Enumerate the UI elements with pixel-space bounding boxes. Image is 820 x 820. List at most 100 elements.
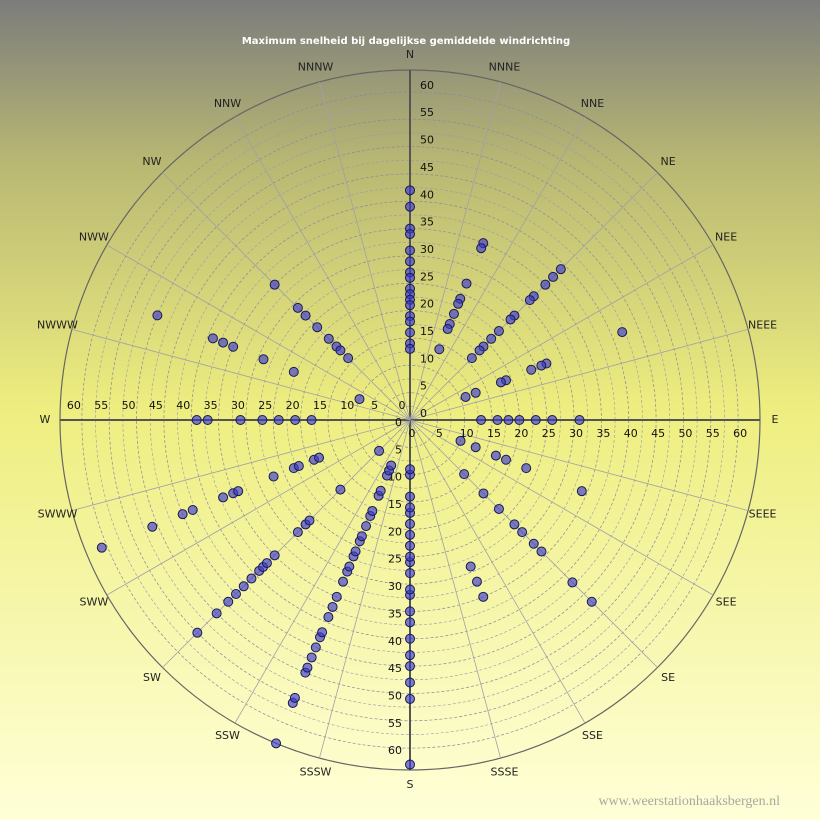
data-point [405, 584, 415, 595]
data-point [405, 229, 415, 240]
data-point [478, 488, 489, 499]
data-point [405, 491, 415, 502]
direction-label: SSSW [300, 766, 332, 779]
data-point [261, 558, 272, 569]
data-point [152, 310, 163, 321]
r-tick-label: 0 [395, 416, 402, 429]
r-tick-label: 60 [733, 427, 747, 440]
data-point [335, 345, 346, 356]
r-tick-label: 45 [651, 427, 665, 440]
r-tick-label: 50 [388, 689, 402, 702]
data-point [288, 366, 299, 377]
r-tick-label: 15 [420, 325, 434, 338]
r-tick-label: 55 [706, 427, 720, 440]
data-point [453, 298, 464, 309]
data-point [459, 469, 470, 480]
spoke [409, 244, 714, 421]
data-point [96, 542, 107, 553]
data-point [218, 492, 229, 503]
data-point [586, 596, 597, 607]
data-point [230, 589, 241, 600]
data-point [331, 591, 342, 602]
data-point [405, 300, 415, 311]
r-tick-label: 15 [487, 427, 501, 440]
data-point [434, 344, 445, 355]
data-point [526, 364, 537, 375]
spoke [409, 116, 586, 421]
data-point [257, 415, 268, 425]
data-point [405, 272, 415, 283]
data-point [405, 256, 415, 267]
direction-label: SSE [582, 729, 603, 742]
data-point [323, 612, 334, 623]
direction-label: NNNW [298, 60, 334, 73]
r-tick-label: 25 [258, 399, 272, 412]
r-tick-label: 40 [624, 427, 638, 440]
r-tick-label: 55 [94, 399, 108, 412]
data-point [509, 519, 520, 530]
data-point [476, 243, 487, 254]
r-tick-label: 35 [204, 399, 218, 412]
data-point [367, 505, 378, 516]
data-point [356, 531, 367, 542]
data-point [375, 485, 386, 496]
direction-label: SSSE [491, 766, 519, 779]
data-point [338, 576, 349, 587]
data-point [503, 415, 514, 425]
data-point [361, 521, 372, 532]
data-point [405, 633, 415, 644]
direction-label: NNNE [489, 60, 521, 73]
data-point [574, 415, 585, 425]
data-point [374, 445, 385, 456]
data-point [289, 692, 300, 703]
data-point [405, 327, 415, 338]
data-point [448, 308, 459, 319]
r-tick-label: 55 [388, 717, 402, 730]
data-point [293, 461, 304, 472]
data-point [306, 415, 317, 425]
data-point [405, 518, 415, 529]
data-point [405, 529, 415, 540]
data-point [233, 486, 244, 497]
data-point [292, 302, 303, 313]
r-tick-label: 60 [420, 79, 434, 92]
direction-label: N [406, 48, 414, 61]
data-point [202, 415, 213, 425]
data-point [405, 617, 415, 628]
data-point [177, 509, 188, 520]
spoke [409, 419, 586, 724]
data-point [493, 503, 504, 514]
data-point [471, 576, 482, 587]
data-point [405, 464, 415, 475]
data-point [405, 693, 415, 704]
data-point [524, 295, 535, 306]
r-tick-label: 25 [542, 427, 556, 440]
r-tick-label: 0 [409, 427, 416, 440]
r-tick-label: 45 [149, 399, 163, 412]
data-point [530, 415, 541, 425]
r-tick-label: 55 [420, 106, 434, 119]
direction-label: NEEE [748, 319, 777, 332]
data-point [343, 353, 354, 364]
r-tick-label: 15 [388, 498, 402, 511]
r-tick-label: 60 [67, 399, 81, 412]
direction-label: SWW [80, 596, 109, 609]
r-tick-label: 20 [286, 399, 300, 412]
data-point [300, 310, 311, 321]
data-point [567, 577, 578, 588]
data-point [470, 442, 481, 453]
direction-label: NE [661, 155, 676, 168]
data-point [493, 326, 504, 337]
r-tick-label: 45 [420, 161, 434, 174]
data-point [235, 415, 246, 425]
r-tick-label: 20 [514, 427, 528, 440]
data-point [228, 341, 239, 352]
r-tick-label: 5 [420, 380, 427, 393]
direction-label: NW [142, 155, 161, 168]
data-point [405, 185, 415, 196]
data-point [492, 415, 503, 425]
r-tick-label: 10 [420, 352, 434, 365]
data-point [258, 354, 269, 365]
r-tick-label: 5 [395, 443, 402, 456]
